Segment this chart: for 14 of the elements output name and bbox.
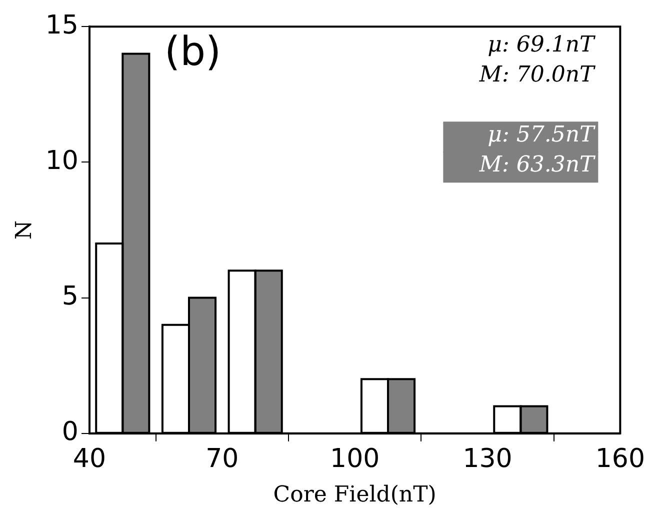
y-axis-title: N xyxy=(12,220,37,240)
x-axis-title: Core Field(nT) xyxy=(273,482,436,508)
x-tick-label: 100 xyxy=(330,444,380,474)
y-tick-label: 15 xyxy=(45,10,78,40)
y-tick-label: 10 xyxy=(45,146,78,176)
annotation: μ: 69.1nT xyxy=(488,32,597,58)
annotation: μ: 57.5nT xyxy=(488,122,597,148)
annotation: M: 70.0nT xyxy=(478,62,597,88)
x-tick-label: 160 xyxy=(595,444,646,474)
annotation: (b) xyxy=(164,28,222,75)
annotation: M: 63.3nT xyxy=(478,152,597,178)
y-tick-label: 5 xyxy=(62,282,78,312)
x-tick-label: 70 xyxy=(206,444,239,474)
x-tick-label: 130 xyxy=(462,444,512,474)
